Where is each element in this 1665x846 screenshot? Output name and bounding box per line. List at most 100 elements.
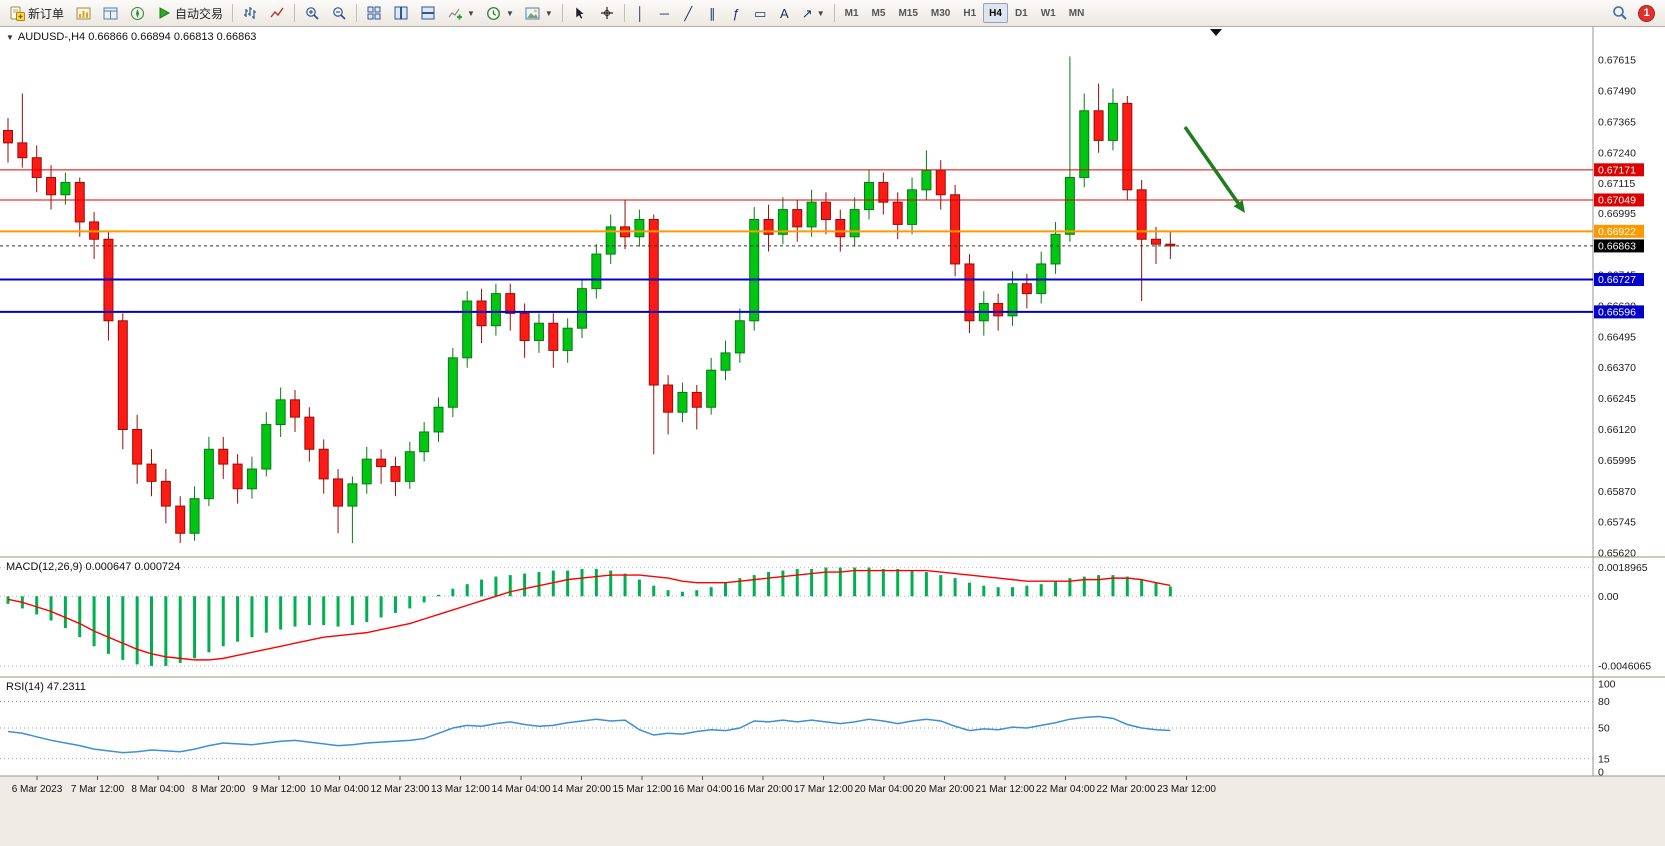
candle-body (261, 424, 272, 470)
macd-histogram-bar (695, 590, 699, 597)
macd-histogram-bar (293, 596, 297, 627)
macd-panel-splitter[interactable] (0, 556, 1665, 558)
candle-body (577, 288, 587, 329)
macd-histogram-bar (652, 585, 656, 597)
price-chart[interactable]: 0.67615 0.67490 0.67365 0.67240 0.67115 0.669… (0, 27, 1665, 846)
toolbar-separator (561, 4, 563, 22)
zoom-out-button[interactable] (326, 2, 352, 24)
macd-histogram-bar (580, 569, 584, 597)
macd-histogram-bar (164, 596, 168, 666)
chart-plot-background[interactable] (0, 27, 1665, 776)
crosshair-icon (599, 5, 615, 21)
price-axis-label: 0.66120 (1598, 424, 1636, 436)
candle-body (1107, 102, 1118, 141)
macd-histogram-bar (537, 572, 541, 597)
macd-histogram-bar (1097, 575, 1101, 597)
crosshair-button[interactable] (594, 2, 620, 24)
bar-chart-button[interactable] (237, 2, 263, 24)
tile-windows-icon (366, 5, 382, 21)
price-axis-label: 0.67240 (1598, 147, 1636, 159)
timeframe-d1-button[interactable]: D1 (1009, 3, 1034, 23)
trendline-button[interactable]: ╱ (677, 2, 700, 24)
macd-histogram-bar (838, 567, 842, 597)
macd-histogram-bar (896, 569, 900, 597)
shapes-button[interactable]: ▭ (749, 2, 772, 24)
market-watch-button[interactable] (70, 2, 96, 24)
timeframe-m1-button[interactable]: M1 (839, 3, 865, 23)
resistance-line-2-badge-label: 0.67049 (1598, 194, 1636, 206)
macd-histogram-bar (508, 575, 512, 597)
macd-histogram-bar (1125, 576, 1129, 597)
candle-body (304, 416, 315, 450)
timeframe-m30-button[interactable]: M30 (925, 3, 956, 23)
trend-arrow-head[interactable] (1233, 200, 1245, 213)
notification-badge[interactable]: 1 (1638, 4, 1655, 22)
search-icon (1612, 5, 1628, 21)
price-axis-label: 0.66370 (1598, 362, 1636, 374)
macd-histogram-bar (178, 596, 182, 663)
navigator-button[interactable] (124, 2, 150, 24)
tile-horizontal-button[interactable] (415, 2, 441, 24)
timeframe-mn-button[interactable]: MN (1063, 3, 1091, 23)
timeframe-m15-button[interactable]: M15 (892, 3, 923, 23)
macd-histogram-bar (853, 567, 857, 597)
vertical-line-button[interactable]: │ (629, 2, 652, 24)
data-window-button[interactable] (97, 2, 123, 24)
candle-body (318, 448, 329, 480)
candle-body (390, 466, 401, 482)
vertical-line-icon: │ (636, 5, 645, 21)
timeframe-m5-button[interactable]: M5 (866, 3, 892, 23)
macd-histogram-bar (193, 596, 197, 659)
rsi-scale-label: 100 (1598, 679, 1616, 691)
macd-histogram-bar (967, 582, 971, 597)
candle-body (691, 391, 702, 408)
macd-histogram-bar (408, 596, 412, 609)
time-axis-label: 9 Mar 12:00 (252, 784, 306, 795)
macd-histogram-bar (824, 567, 828, 597)
line-chart-button[interactable] (264, 2, 290, 24)
rsi-panel-splitter[interactable] (0, 676, 1665, 678)
timeframe-h4-button[interactable]: H4 (983, 3, 1008, 23)
price-axis-label: 0.67490 (1598, 85, 1636, 97)
arrows-icon: ↗ (801, 5, 813, 21)
chart-collapse-icon[interactable]: ▼ (6, 32, 14, 42)
auto-trading-button[interactable]: 自动交易 (151, 2, 228, 24)
candle-body (864, 181, 874, 211)
fibonacci-button[interactable]: ƒ (725, 2, 748, 24)
macd-histogram-bar (451, 588, 455, 597)
candle-body (1064, 176, 1075, 235)
toolbar-separator (623, 4, 625, 22)
timeframe-w1-button[interactable]: W1 (1035, 3, 1062, 23)
text-button[interactable]: A (773, 2, 796, 24)
chart-shift-marker-icon[interactable] (1210, 29, 1222, 36)
cursor-button[interactable] (567, 2, 593, 24)
search-button[interactable] (1607, 2, 1633, 24)
add-indicator-button[interactable]: ▼ (442, 2, 480, 24)
candle-body (1151, 238, 1161, 245)
candle-body (175, 505, 186, 534)
candle-body (433, 406, 444, 433)
channel-button[interactable]: ∥ (701, 2, 724, 24)
rsi-scale-label: 50 (1598, 723, 1610, 735)
horizontal-line-button[interactable]: ─ (653, 2, 676, 24)
arrows-button[interactable]: ↗ ▼ (797, 2, 830, 24)
macd-histogram-bar (924, 572, 928, 597)
candle-body (1122, 102, 1133, 191)
trendline-icon: ╱ (684, 5, 693, 21)
timeframe-h1-button[interactable]: H1 (957, 3, 982, 23)
candle-body (663, 384, 674, 413)
macd-histogram-bar (106, 596, 110, 654)
tile-windows-button[interactable] (361, 2, 387, 24)
templates-button[interactable]: ▼ (520, 2, 558, 24)
time-axis-label: 22 Mar 20:00 (1097, 784, 1156, 795)
zoom-in-button[interactable] (299, 2, 325, 24)
chart-window: 0.67615 0.67490 0.67365 0.67240 0.67115 0.669… (0, 27, 1665, 846)
tile-vertical-button[interactable] (388, 2, 414, 24)
periods-button[interactable]: ▼ (481, 2, 519, 24)
candle-body (189, 498, 200, 534)
trend-arrow-line[interactable] (1183, 125, 1240, 205)
candle-body (820, 201, 831, 220)
macd-histogram-bar (709, 587, 713, 597)
new-order-button[interactable]: 新订单 (4, 2, 69, 24)
time-axis-label: 8 Mar 04:00 (131, 784, 185, 795)
